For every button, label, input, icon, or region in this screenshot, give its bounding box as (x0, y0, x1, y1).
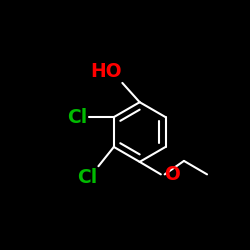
Text: Cl: Cl (77, 168, 98, 187)
Text: HO: HO (90, 62, 122, 81)
Text: O: O (164, 165, 180, 184)
Text: Cl: Cl (68, 108, 88, 126)
